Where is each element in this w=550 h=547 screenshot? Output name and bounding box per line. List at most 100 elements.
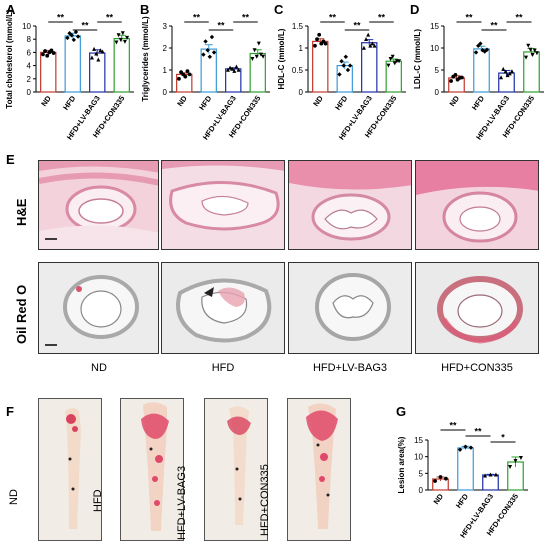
data-point — [75, 34, 81, 39]
data-point — [457, 447, 463, 452]
data-point — [343, 54, 349, 59]
x-tick-label: HFD — [197, 94, 214, 112]
y-axis-label: HDL-C (mmol/L) — [277, 28, 286, 89]
y-tick-label: 2 — [27, 75, 32, 84]
oro-section-hfd-drawing — [162, 263, 284, 353]
y-tick-label: 8 — [27, 35, 32, 44]
row-label-oil-red-o: Oil Red O — [14, 284, 29, 344]
y-tick-label: 1 — [163, 66, 168, 75]
data-point — [120, 31, 125, 36]
data-point — [468, 445, 474, 450]
data-point — [313, 43, 317, 48]
data-point — [397, 59, 402, 64]
data-point — [254, 54, 259, 59]
significance-label: * — [501, 433, 505, 443]
y-tick-label: 15 — [430, 22, 439, 31]
data-point — [89, 55, 94, 60]
data-point — [236, 67, 241, 72]
y-tick-label: 5 — [435, 66, 440, 75]
he-image-lv-bag3 — [288, 160, 412, 250]
data-point — [366, 32, 371, 37]
data-point — [51, 51, 56, 55]
y-tick-label: 0 — [163, 88, 168, 97]
data-point — [201, 52, 206, 57]
data-point — [258, 52, 263, 57]
data-point — [45, 53, 50, 58]
data-point — [370, 41, 375, 46]
significance-label: ** — [106, 13, 114, 23]
oro-image-hfd — [161, 262, 285, 354]
data-point — [250, 57, 255, 61]
y-axis-label: LDL-C (mmol/L) — [413, 29, 422, 89]
y-tick-label: 1.5 — [292, 22, 304, 31]
y-tick-label: 1 — [299, 44, 304, 53]
gross-image-hfd — [120, 398, 184, 541]
data-point — [460, 75, 464, 80]
he-section-lv-bag3-drawing — [289, 161, 411, 249]
data-point — [532, 48, 537, 53]
data-point — [503, 69, 508, 74]
data-point — [453, 72, 458, 77]
y-axis-label: Lesion area(%) — [397, 436, 406, 493]
data-point — [230, 66, 235, 71]
data-point — [473, 50, 479, 55]
significance-label: ** — [490, 21, 498, 31]
data-point — [386, 63, 391, 68]
he-image-hfd — [161, 160, 285, 250]
data-point — [183, 74, 188, 79]
data-point — [438, 475, 443, 479]
data-point — [361, 45, 366, 50]
oro-section-con335-drawing — [416, 263, 538, 353]
he-section-con335-drawing — [416, 161, 538, 249]
data-point — [203, 39, 208, 44]
gross-label-nd: ND — [8, 489, 20, 505]
data-point — [390, 54, 395, 59]
data-point — [444, 476, 448, 481]
y-tick-label: 2 — [163, 44, 168, 53]
x-tick-label: ND — [39, 94, 53, 109]
data-point — [96, 57, 101, 62]
x-tick-label: ND — [432, 492, 446, 507]
y-tick-label: 10 — [22, 22, 31, 31]
panel-letter-b: B — [140, 2, 150, 17]
data-point — [478, 41, 483, 46]
gross-label-lv-bag3: HFD+LV-BAG3 — [176, 465, 188, 540]
data-point — [43, 49, 47, 53]
data-point — [98, 48, 103, 53]
significance-label: ** — [57, 13, 65, 23]
data-point — [499, 75, 504, 80]
data-point — [372, 43, 377, 48]
bar — [40, 51, 57, 93]
data-point — [526, 43, 531, 48]
y-tick-label: 0 — [419, 486, 424, 495]
he-section-hfd-drawing — [162, 161, 284, 249]
y-axis-label: Triglycerides (mmol/L) — [141, 16, 150, 102]
data-point — [41, 52, 45, 57]
oro-image-nd — [38, 262, 159, 354]
col-label-nd: ND — [91, 362, 107, 374]
significance-label: ** — [217, 21, 225, 31]
data-point — [261, 54, 266, 59]
y-tick-label: 0 — [27, 88, 32, 97]
panel-letter-f: F — [6, 404, 14, 419]
data-point — [252, 48, 257, 53]
significance-label: ** — [449, 421, 457, 431]
panel-letter-a: A — [6, 2, 16, 17]
he-image-nd — [38, 160, 159, 250]
he-section-nd-drawing — [39, 161, 158, 249]
x-tick-label: HFD — [470, 94, 487, 112]
data-point — [480, 48, 485, 53]
y-tick-label: 15 — [414, 436, 423, 445]
panel-letter-d: D — [410, 2, 420, 17]
y-tick-label: 3 — [163, 22, 168, 31]
y-tick-label: 4 — [27, 62, 32, 71]
data-point — [315, 37, 319, 42]
data-point — [187, 72, 192, 77]
oro-section-lv-bag3-drawing — [289, 263, 411, 353]
data-point — [345, 67, 351, 73]
data-point — [493, 472, 498, 477]
data-point — [509, 69, 514, 74]
panel-letter-g: G — [396, 404, 407, 419]
